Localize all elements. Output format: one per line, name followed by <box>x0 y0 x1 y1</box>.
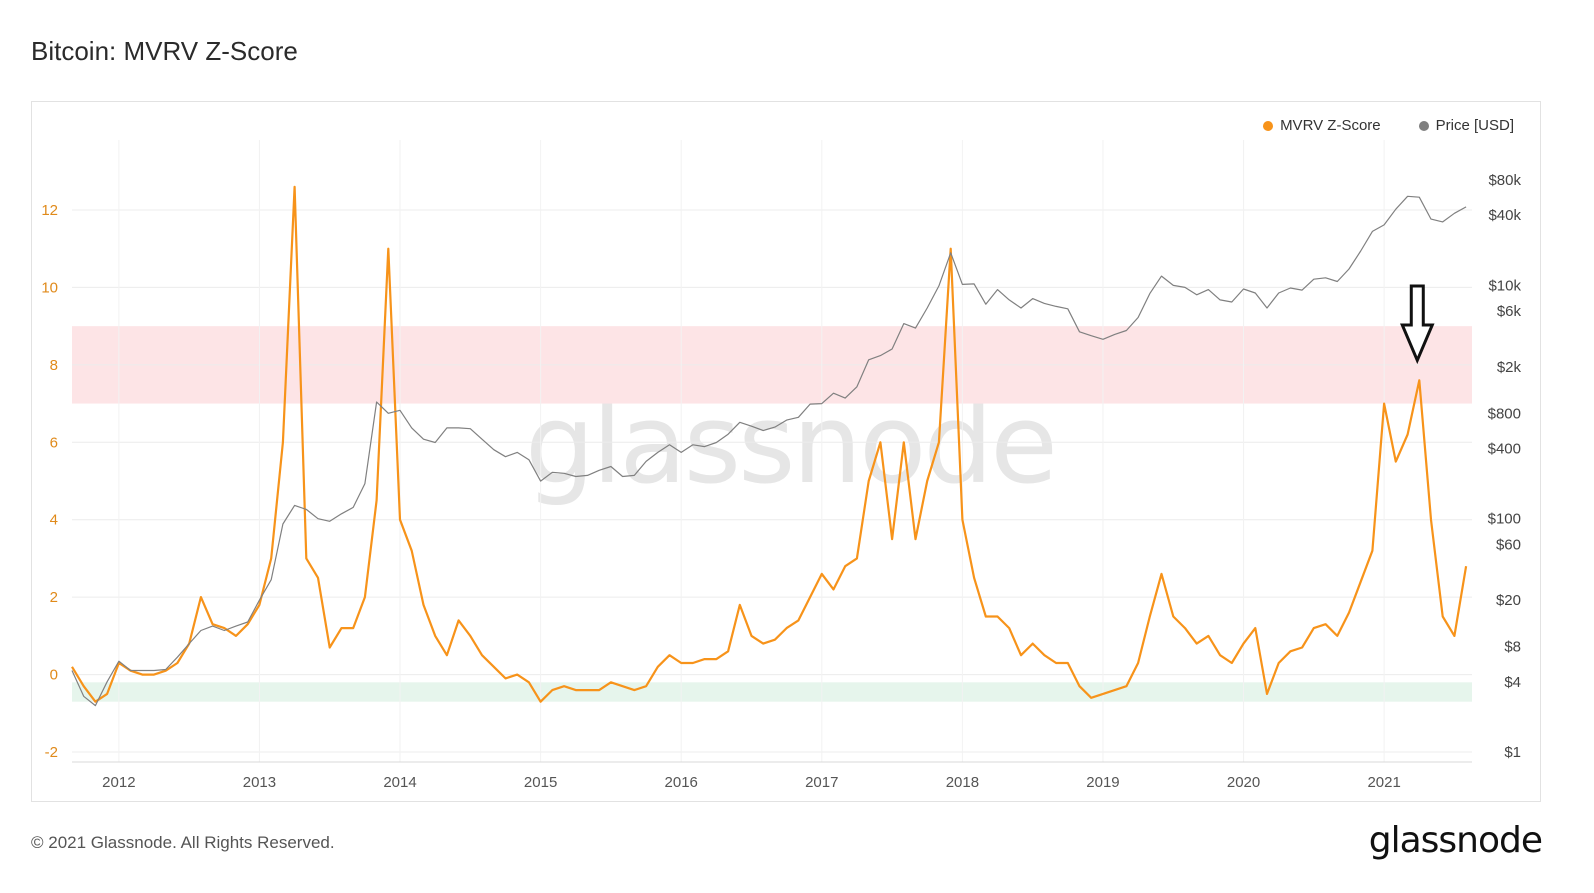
price-series-line <box>71 195 1467 707</box>
y-right-tick-label: $4 <box>1504 674 1521 691</box>
y-right-tick-label: $1 <box>1504 744 1521 761</box>
legend-dot-mvrv <box>1263 120 1274 131</box>
y-left-tick-label: 0 <box>50 667 58 684</box>
brand-logo: glassnode <box>1368 820 1543 861</box>
y-right-tick-label: $8 <box>1504 639 1521 656</box>
y-right-tick-label: $6k <box>1497 303 1522 320</box>
x-tick-label: 2012 <box>102 774 135 791</box>
y-left-tick-label: 6 <box>50 434 58 451</box>
legend-dot-price <box>1418 120 1429 131</box>
page-title: Bitcoin: MVRV Z-Score <box>31 36 298 66</box>
y-right-tick-label: $10k <box>1488 277 1521 294</box>
x-tick-label: 2013 <box>243 774 276 791</box>
x-tick-label: 2014 <box>383 774 416 791</box>
x-tick-label: 2020 <box>1227 774 1260 791</box>
y-left-tick-label: 12 <box>41 202 58 219</box>
x-tick-label: 2019 <box>1086 774 1119 791</box>
y-right-tick-label: $60 <box>1496 537 1521 554</box>
legend: MVRV Z-Score Price [USD] <box>1263 117 1514 134</box>
y-right-tick-label: $20 <box>1496 592 1521 609</box>
x-tick-label: 2017 <box>805 774 838 791</box>
legend-label-mvrv: MVRV Z-Score <box>1280 117 1381 134</box>
y-left-tick-label: 8 <box>50 357 58 374</box>
band-1 <box>72 682 1472 702</box>
y-left-tick-label: 10 <box>41 279 58 296</box>
annotation-arrow-icon <box>1400 284 1435 365</box>
legend-label-price: Price [USD] <box>1435 117 1514 134</box>
x-tick-label: 2016 <box>665 774 698 791</box>
y-right-tick-label: $40k <box>1488 207 1521 224</box>
x-tick-label: 2021 <box>1367 774 1400 791</box>
y-left-tick-label: -2 <box>45 744 58 761</box>
y-left-tick-label: 2 <box>50 589 58 606</box>
y-right-tick-label: $80k <box>1488 172 1521 189</box>
legend-item-price[interactable]: Price [USD] <box>1418 117 1514 134</box>
mvrv-series-line <box>71 185 1468 703</box>
y-right-tick-label: $800 <box>1488 405 1521 422</box>
y-right-tick-label: $400 <box>1488 440 1521 457</box>
y-left-tick-label: 4 <box>50 512 58 529</box>
x-tick-label: 2018 <box>946 774 979 791</box>
legend-item-mvrv[interactable]: MVRV Z-Score <box>1263 117 1381 134</box>
x-tick-label: 2015 <box>524 774 557 791</box>
y-right-tick-label: $2k <box>1497 359 1522 376</box>
y-right-tick-label: $100 <box>1488 511 1521 528</box>
chart-panel <box>31 101 1541 802</box>
copyright-footer: © 2021 Glassnode. All Rights Reserved. <box>31 833 335 852</box>
